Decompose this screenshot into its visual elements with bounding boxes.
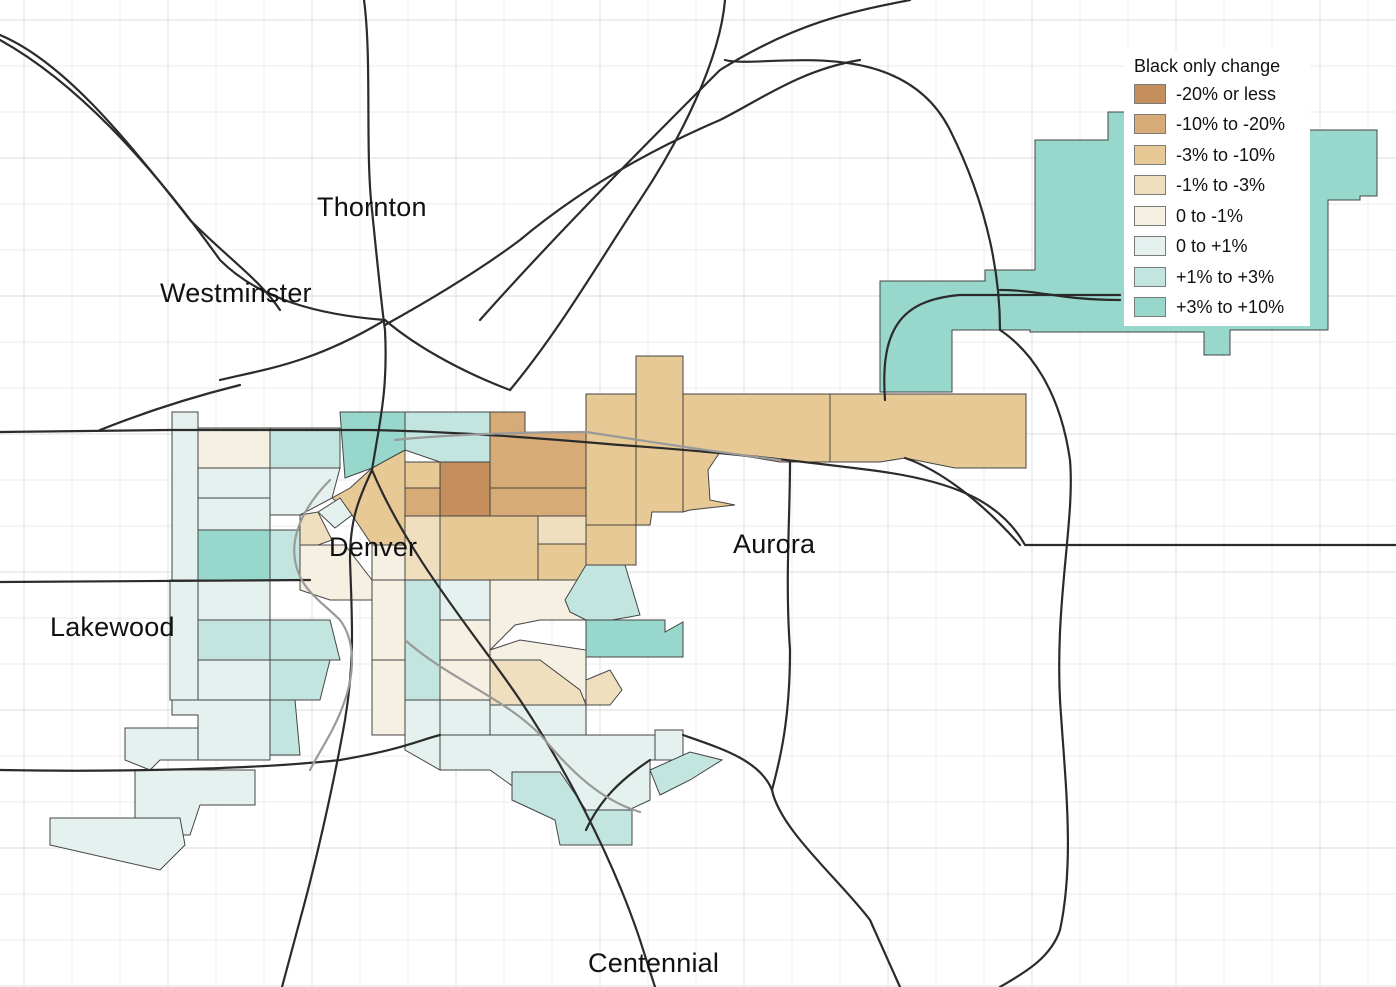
- tract-congress-park: [537, 515, 587, 545]
- tract-montclair: [537, 543, 587, 581]
- legend-label: -10% to -20%: [1176, 114, 1286, 134]
- tract-ruby-hill: [269, 619, 341, 661]
- legend-title: Black only change: [1134, 56, 1281, 76]
- legend-item: 0 to -1%: [1134, 206, 1314, 228]
- legend-item: +1% to +3%: [1134, 267, 1314, 289]
- tract-cole: [404, 487, 441, 517]
- highway-northeast: [508, 0, 727, 392]
- tract-east-quincy: [585, 619, 684, 658]
- tract-college-view: [269, 659, 331, 701]
- tract-park-hill: [489, 487, 587, 517]
- rail-southeast: [403, 638, 642, 814]
- place-label-denver: Denver: [329, 532, 418, 562]
- highway-e470: [723, 58, 1072, 987]
- highway-us36: [0, 38, 512, 392]
- tract-tamarac: [489, 704, 587, 736]
- legend-label: 0 to -1%: [1176, 206, 1244, 226]
- legend-label: +3% to +10%: [1176, 297, 1285, 317]
- tract-east-colfax: [585, 524, 637, 566]
- highway-us285: [584, 758, 652, 832]
- tract-sunnyside: [317, 497, 353, 529]
- highway-dia: [883, 293, 1122, 402]
- tract-washington-park: [371, 579, 406, 661]
- tract-whittier: [404, 461, 441, 489]
- legend-label: -1% to -3%: [1176, 175, 1266, 195]
- legend-swatch: [1134, 114, 1166, 134]
- tract-west-colfax: [197, 497, 271, 531]
- place-label-lakewood: Lakewood: [50, 612, 175, 642]
- tract-dtc: [511, 771, 633, 846]
- legend-item: +3% to +10%: [1134, 297, 1314, 319]
- legend-item: 0 to +1%: [1134, 236, 1314, 258]
- tract-northwest-1: [197, 427, 271, 469]
- legend-item: -1% to -3%: [1134, 175, 1314, 197]
- highway-west-6th: [0, 578, 312, 584]
- highway-hampden: [681, 733, 774, 792]
- highway-w-120: [98, 383, 242, 432]
- legend-swatch: [1134, 84, 1166, 104]
- tract-mar-lee: [197, 619, 271, 661]
- tract-globeville: [339, 411, 406, 479]
- tract-fort-logan: [269, 699, 301, 756]
- legend-swatch: [1134, 297, 1166, 317]
- tract-aurora-se: [649, 751, 724, 796]
- legend-item: -10% to -20%: [1134, 114, 1314, 136]
- legend-swatch: [1134, 145, 1166, 165]
- place-label-westminster: Westminster: [160, 278, 312, 308]
- legend-swatch: [1134, 206, 1166, 226]
- light-rail-lines: [293, 430, 782, 814]
- tract-city-park: [439, 515, 539, 581]
- legend-swatch: [1134, 175, 1166, 195]
- highway-i25-south: [370, 468, 657, 987]
- place-label-centennial: Centennial: [588, 948, 720, 978]
- tract-rosedale: [404, 699, 441, 771]
- legend-label: 0 to +1%: [1176, 236, 1248, 256]
- tract-lakewood-sw: [124, 727, 199, 771]
- tract-ne-park-hill: [489, 411, 587, 489]
- tract-sloan-lake: [197, 467, 271, 499]
- tract-villa-park: [197, 529, 271, 581]
- highway-westminster-radial: [218, 318, 387, 382]
- tract-dakota: [49, 817, 186, 871]
- legend-item: -20% or less: [1134, 84, 1314, 106]
- tract-northwest-2: [269, 427, 341, 469]
- tract-cory-merrill: [439, 659, 491, 701]
- highway-i76: [383, 58, 862, 327]
- highway-east-link: [998, 288, 1122, 302]
- legend-swatch: [1134, 267, 1166, 287]
- rail-east: [393, 430, 782, 462]
- tract-lakewood-n: [171, 411, 199, 581]
- highway-aurora-east: [903, 456, 1022, 547]
- place-label-aurora: Aurora: [733, 529, 816, 559]
- tract-baker: [299, 544, 373, 601]
- tract-aurora-nw: [585, 393, 637, 526]
- rail-southwest: [293, 478, 353, 772]
- tract-aurora-ne: [682, 393, 831, 513]
- place-label-thornton: Thornton: [317, 192, 427, 222]
- tract-east-aurora: [829, 393, 1027, 469]
- legend-label: -3% to -10%: [1176, 145, 1276, 165]
- tract-elyria: [404, 411, 491, 463]
- tract-harvey-park: [197, 659, 271, 701]
- legend-label: -20% or less: [1176, 84, 1277, 104]
- tract-platte-park: [404, 579, 441, 701]
- highway-northeast-2: [478, 0, 912, 322]
- map-legend: Black only change -20% or less -10% to -…: [1124, 50, 1310, 326]
- legend-swatch: [1134, 236, 1166, 256]
- legend-item: -3% to -10%: [1134, 145, 1314, 167]
- tract-kennedy: [654, 729, 684, 761]
- highway-i225: [770, 460, 902, 987]
- tract-five-points: [439, 461, 491, 517]
- highway-northwest-diagonal: [0, 33, 282, 312]
- tract-montbello-edge: [439, 579, 491, 621]
- tract-university: [371, 659, 406, 736]
- legend-label: +1% to +3%: [1176, 267, 1275, 287]
- highway-c470: [0, 733, 442, 772]
- tract-hampden: [585, 669, 623, 706]
- tract-westwood: [197, 579, 271, 621]
